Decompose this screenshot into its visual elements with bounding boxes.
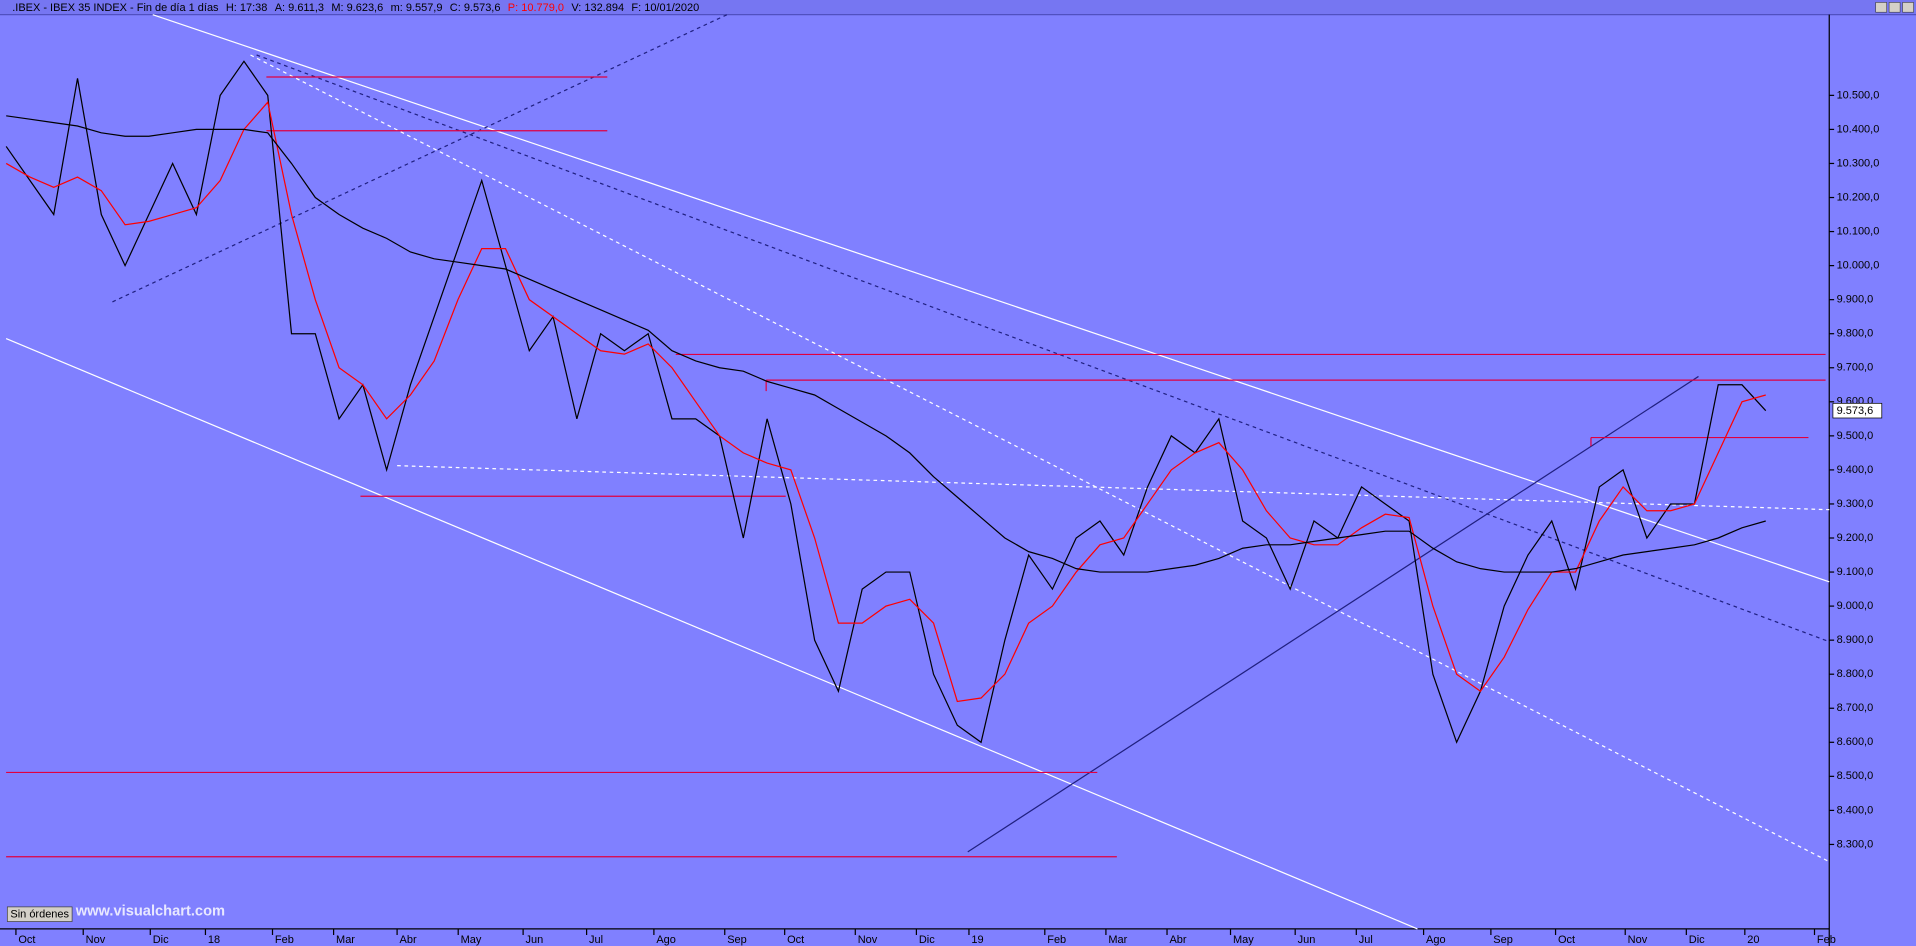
y-tick-label: 9.800,0 bbox=[1837, 328, 1874, 340]
y-tick-label: 10.500,0 bbox=[1837, 89, 1880, 101]
price-line bbox=[5, 100, 1766, 703]
x-tick-label: Feb bbox=[1047, 934, 1066, 946]
y-tick-label: 9.200,0 bbox=[1837, 532, 1874, 544]
status-button-label[interactable]: Sin órdenes bbox=[10, 909, 69, 921]
trend-line bbox=[152, 14, 1830, 583]
last-value-box bbox=[1832, 402, 1883, 419]
x-tick-label: Jul bbox=[1359, 934, 1373, 946]
x-tick-label: May bbox=[461, 934, 482, 946]
price-line bbox=[6, 115, 1766, 573]
trend-line bbox=[112, 14, 728, 303]
close-button[interactable] bbox=[1902, 2, 1914, 13]
trend-line bbox=[256, 54, 1830, 643]
info-item: V: 132.894 bbox=[571, 2, 624, 14]
info-item: m: 9.557,9 bbox=[391, 2, 443, 14]
status-button[interactable] bbox=[6, 906, 73, 922]
drawing-tools bbox=[5, 14, 1830, 930]
y-tick-label: 10.000,0 bbox=[1837, 260, 1880, 272]
info-item: F: 10/01/2020 bbox=[631, 2, 699, 14]
x-tick-label: Oct bbox=[787, 934, 804, 946]
y-tick-label: 10.300,0 bbox=[1837, 157, 1880, 169]
y-tick-label: 8.400,0 bbox=[1837, 804, 1874, 816]
y-tick-label: 8.500,0 bbox=[1837, 770, 1874, 782]
last-value-label: 9.573,6 bbox=[1837, 405, 1874, 417]
window-buttons bbox=[1875, 2, 1914, 13]
y-tick-label: 8.700,0 bbox=[1837, 702, 1874, 714]
x-tick-label: Nov bbox=[858, 934, 878, 946]
x-tick-label: 20 bbox=[1747, 934, 1759, 946]
y-tick-label: 9.900,0 bbox=[1837, 294, 1874, 306]
info-item: P: 10.779,0 bbox=[508, 2, 564, 14]
x-tick-label: Dic bbox=[1689, 934, 1705, 946]
y-tick-label: 9.500,0 bbox=[1837, 430, 1874, 442]
trend-line bbox=[250, 54, 1830, 863]
y-tick-label: 9.400,0 bbox=[1837, 464, 1874, 476]
info-item: A: 9.611,3 bbox=[275, 2, 324, 14]
y-tick-label: 8.300,0 bbox=[1837, 838, 1874, 850]
watermark: www.visualchart.com bbox=[75, 904, 225, 920]
y-tick-label: 10.200,0 bbox=[1837, 191, 1880, 203]
x-tick-label: Jun bbox=[526, 934, 544, 946]
x-tick-label: Sep bbox=[727, 934, 747, 946]
x-tick-label: May bbox=[1233, 934, 1254, 946]
y-tick-label: 8.600,0 bbox=[1837, 736, 1874, 748]
price-line bbox=[5, 60, 1767, 744]
x-tick-label: Oct bbox=[1558, 934, 1575, 946]
x-tick-label: Dic bbox=[153, 934, 169, 946]
x-tick-label: Mar bbox=[1108, 934, 1127, 946]
x-tick-label: Oct bbox=[18, 934, 35, 946]
x-tick-label: Nov bbox=[86, 934, 106, 946]
x-tick-label: Jun bbox=[1298, 934, 1316, 946]
x-tick-label: Abr bbox=[400, 934, 417, 946]
title-bar bbox=[0, 0, 1916, 15]
x-tick-label: Feb bbox=[275, 934, 294, 946]
y-tick-label: 10.400,0 bbox=[1837, 123, 1880, 135]
y-tick-label: 9.100,0 bbox=[1837, 566, 1874, 578]
x-tick-label: Mar bbox=[336, 934, 355, 946]
x-tick-label: Ago bbox=[656, 934, 676, 946]
y-tick-label: 9.000,0 bbox=[1837, 600, 1874, 612]
x-tick-label: Ago bbox=[1426, 934, 1446, 946]
y-tick-label: 9.700,0 bbox=[1837, 362, 1874, 374]
y-tick-label: 8.900,0 bbox=[1837, 634, 1874, 646]
info-item: M: 9.623,6 bbox=[331, 2, 383, 14]
x-tick-label: Feb bbox=[1817, 934, 1836, 946]
x-tick-label: Jul bbox=[589, 934, 603, 946]
info-item: C: 9.573,6 bbox=[450, 2, 501, 14]
x-tick-label: Nov bbox=[1628, 934, 1648, 946]
trend-line bbox=[5, 337, 1418, 930]
y-tick-label: 8.800,0 bbox=[1837, 668, 1874, 680]
y-tick-label: 9.300,0 bbox=[1837, 498, 1874, 510]
minimize-button[interactable] bbox=[1875, 2, 1887, 13]
info-item: H: 17:38 bbox=[226, 2, 268, 14]
x-tick-label: 18 bbox=[208, 934, 220, 946]
x-tick-label: 19 bbox=[971, 934, 983, 946]
chart-title: .IBEX - IBEX 35 INDEX - Fin de día 1 día… bbox=[12, 2, 219, 14]
x-tick-label: Dic bbox=[919, 934, 935, 946]
x-tick-label: Sep bbox=[1493, 934, 1513, 946]
status-area: Sin órdenes www.visualchart.com bbox=[6, 904, 225, 922]
y-tick-label: 10.100,0 bbox=[1837, 225, 1880, 237]
maximize-button[interactable] bbox=[1888, 2, 1901, 13]
x-tick-label: Abr bbox=[1169, 934, 1186, 946]
